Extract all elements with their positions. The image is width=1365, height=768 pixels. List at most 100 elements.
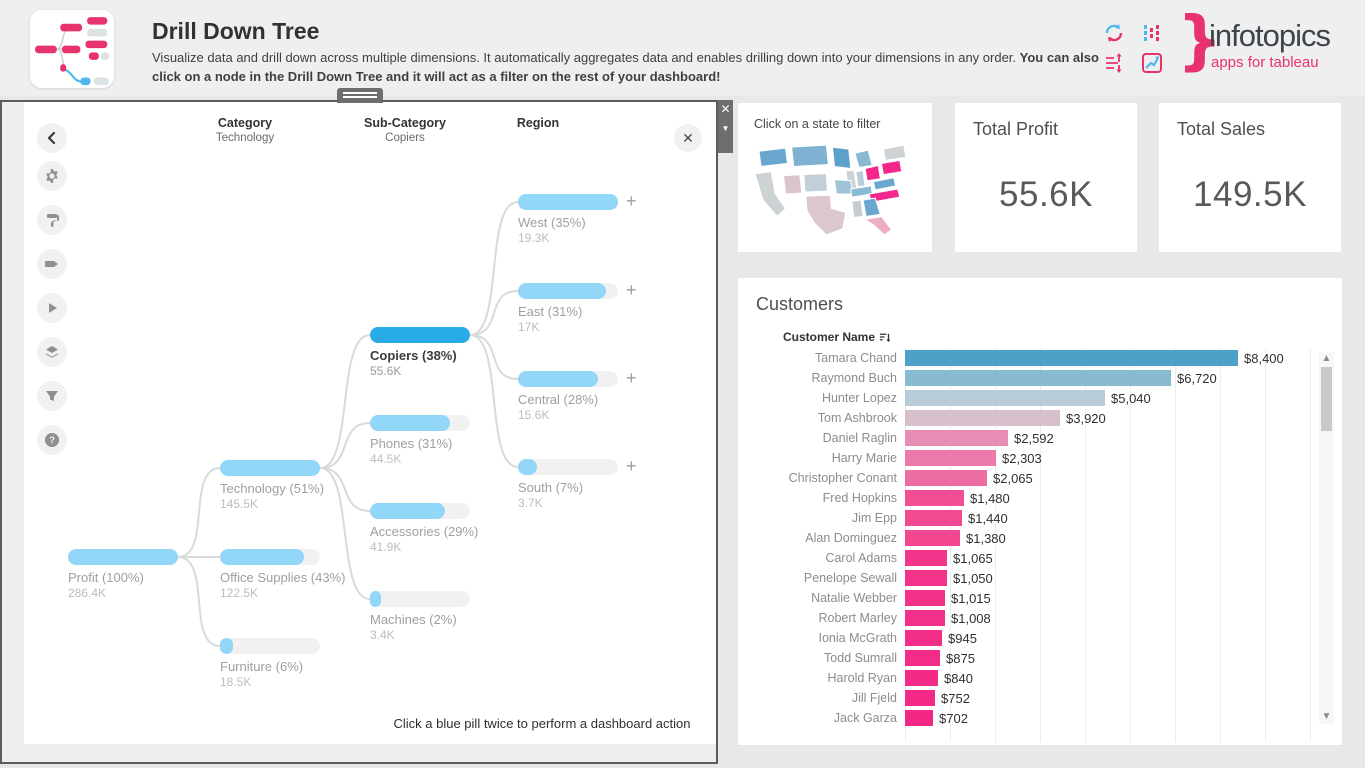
tree-node-furniture[interactable]: Furniture (6%) 18.5K (220, 638, 370, 689)
customer-bar[interactable] (905, 450, 996, 466)
settings-icon-button[interactable] (37, 161, 67, 191)
state-utah[interactable] (782, 174, 803, 195)
state-colorado[interactable] (803, 173, 828, 193)
customer-bar[interactable] (905, 670, 938, 686)
state-ohio[interactable] (864, 164, 881, 182)
node-bar[interactable] (220, 460, 320, 476)
node-bar[interactable] (68, 549, 178, 565)
customer-bar[interactable] (905, 710, 933, 726)
tree-node-west[interactable]: + West (35%) 19.3K (518, 191, 668, 245)
scroll-down-icon[interactable]: ▼ (1321, 711, 1332, 722)
node-bar[interactable] (518, 371, 618, 387)
state-indiana[interactable] (855, 170, 866, 188)
state-georgia[interactable] (862, 197, 882, 218)
state-virginia[interactable] (872, 177, 897, 191)
sort-icon (879, 333, 891, 342)
customer-bar[interactable] (905, 550, 947, 566)
customer-bar-cell: $1,440 (905, 508, 1313, 528)
us-map[interactable] (748, 141, 923, 243)
customer-bar[interactable] (905, 370, 1171, 386)
node-bar[interactable] (370, 503, 470, 519)
state-alabama[interactable] (851, 199, 864, 219)
column-label: Sub-Category (364, 116, 446, 130)
state-texas[interactable] (805, 194, 847, 236)
node-value: 55.6K (370, 364, 402, 378)
customer-name: Jim Epp (851, 511, 897, 525)
customer-value: $2,592 (1014, 430, 1054, 446)
expand-plus-icon[interactable]: + (626, 191, 637, 211)
tree-node-phones[interactable]: Phones (31%) 44.5K (370, 415, 520, 466)
expand-plus-icon[interactable]: + (626, 368, 637, 388)
node-bar-fill (518, 283, 606, 299)
customer-bar[interactable] (905, 650, 940, 666)
state-pennsylvania[interactable] (880, 159, 903, 176)
state-michigan[interactable] (854, 149, 873, 169)
filter-icon-button[interactable] (37, 381, 67, 411)
label-icon-button[interactable] (37, 249, 67, 279)
customer-bar[interactable] (905, 510, 962, 526)
customer-row: Daniel Raglin $2,592 (738, 428, 1313, 448)
customer-bar[interactable] (905, 430, 1008, 446)
node-bar[interactable] (220, 549, 320, 565)
node-bar[interactable] (518, 283, 618, 299)
expand-plus-icon[interactable]: + (626, 456, 637, 476)
tree-node-machines[interactable]: Machines (2%) 3.4K (370, 591, 520, 642)
scrollbar-thumb[interactable] (1321, 367, 1332, 431)
state-new-york[interactable] (882, 144, 907, 161)
node-bar[interactable] (518, 459, 618, 475)
customer-bar[interactable] (905, 690, 935, 706)
customer-bar[interactable] (905, 610, 945, 626)
play-icon-button[interactable] (37, 293, 67, 323)
close-icon[interactable]: ✕ (674, 124, 702, 152)
tree-node-profit[interactable]: Profit (100%) 286.4K (68, 549, 218, 600)
customer-bar-cell: $1,065 (905, 548, 1313, 568)
customer-row: Tamara Chand $8,400 (738, 348, 1313, 368)
back-icon-button[interactable] (37, 123, 67, 153)
customer-name-sort-header[interactable]: Customer Name (783, 330, 891, 344)
customer-value: $840 (944, 670, 973, 686)
panel-close-icon[interactable]: ✕ (720, 102, 731, 116)
panel-drag-handle[interactable] (337, 88, 383, 103)
customer-bar[interactable] (905, 350, 1238, 366)
node-bar[interactable] (220, 638, 320, 654)
customer-value: $1,440 (968, 510, 1008, 526)
tree-node-east[interactable]: + East (31%) 17K (518, 280, 668, 334)
kpi-title: Total Profit (973, 119, 1059, 139)
customer-bar[interactable] (905, 530, 960, 546)
customers-scrollbar[interactable]: ▲ ▼ (1319, 352, 1334, 724)
tree-node-central[interactable]: + Central (28%) 15.6K (518, 368, 668, 422)
panel-collapse-icon[interactable]: ▼ (721, 124, 730, 133)
scroll-up-icon[interactable]: ▲ (1321, 353, 1332, 364)
column-header-subcategory: Sub-Category Copiers (335, 116, 475, 144)
tree-node-office[interactable]: Office Supplies (43%) 122.5K (220, 549, 370, 600)
customer-bar[interactable] (905, 590, 945, 606)
customer-bar[interactable] (905, 490, 964, 506)
node-bar[interactable] (370, 415, 470, 431)
format-icon-button[interactable] (37, 205, 67, 235)
customer-name: Jack Garza (833, 711, 897, 725)
layers-icon-button[interactable] (37, 337, 67, 367)
node-value: 41.9K (370, 540, 402, 554)
state-california[interactable] (754, 171, 787, 218)
tree-node-south[interactable]: + South (7%) 3.7K (518, 456, 668, 510)
customer-bar[interactable] (905, 390, 1105, 406)
tree-node-copiers[interactable]: Copiers (38%) 55.6K (370, 327, 520, 378)
customer-bar[interactable] (905, 570, 947, 586)
customer-name: Harry Marie (831, 451, 897, 465)
tree-node-accessories[interactable]: Accessories (29%) 41.9K (370, 503, 520, 554)
state-montana[interactable] (791, 144, 829, 168)
customer-bar[interactable] (905, 470, 987, 486)
node-bar[interactable] (370, 591, 470, 607)
customer-bar[interactable] (905, 410, 1060, 426)
expand-plus-icon[interactable]: + (626, 280, 637, 300)
state-washington[interactable] (758, 147, 789, 168)
customer-bar[interactable] (905, 630, 942, 646)
help-icon-button[interactable]: ? (37, 425, 67, 455)
tree-node-technology[interactable]: Technology (51%) 145.5K (220, 460, 370, 511)
state-missouri[interactable] (833, 179, 854, 195)
node-bar[interactable] (370, 327, 470, 343)
state-florida[interactable] (863, 215, 893, 236)
node-bar[interactable] (518, 194, 618, 210)
state-minnesota[interactable] (831, 146, 852, 170)
